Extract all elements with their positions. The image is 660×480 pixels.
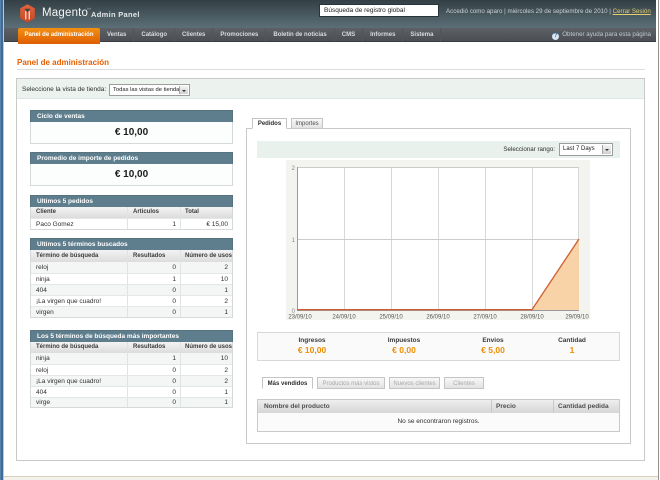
svg-text:2: 2 — [292, 166, 296, 172]
svg-text:28/09/10: 28/09/10 — [520, 315, 544, 321]
svg-text:29/09/10: 29/09/10 — [565, 315, 589, 321]
svg-text:1: 1 — [292, 238, 296, 244]
svg-text:0: 0 — [292, 309, 296, 315]
svg-text:23/09/10: 23/09/10 — [288, 315, 312, 321]
svg-text:25/09/10: 25/09/10 — [379, 315, 403, 321]
svg-text:27/09/10: 27/09/10 — [473, 315, 497, 321]
svg-text:24/09/10: 24/09/10 — [332, 315, 356, 321]
svg-text:26/09/10: 26/09/10 — [426, 315, 450, 321]
